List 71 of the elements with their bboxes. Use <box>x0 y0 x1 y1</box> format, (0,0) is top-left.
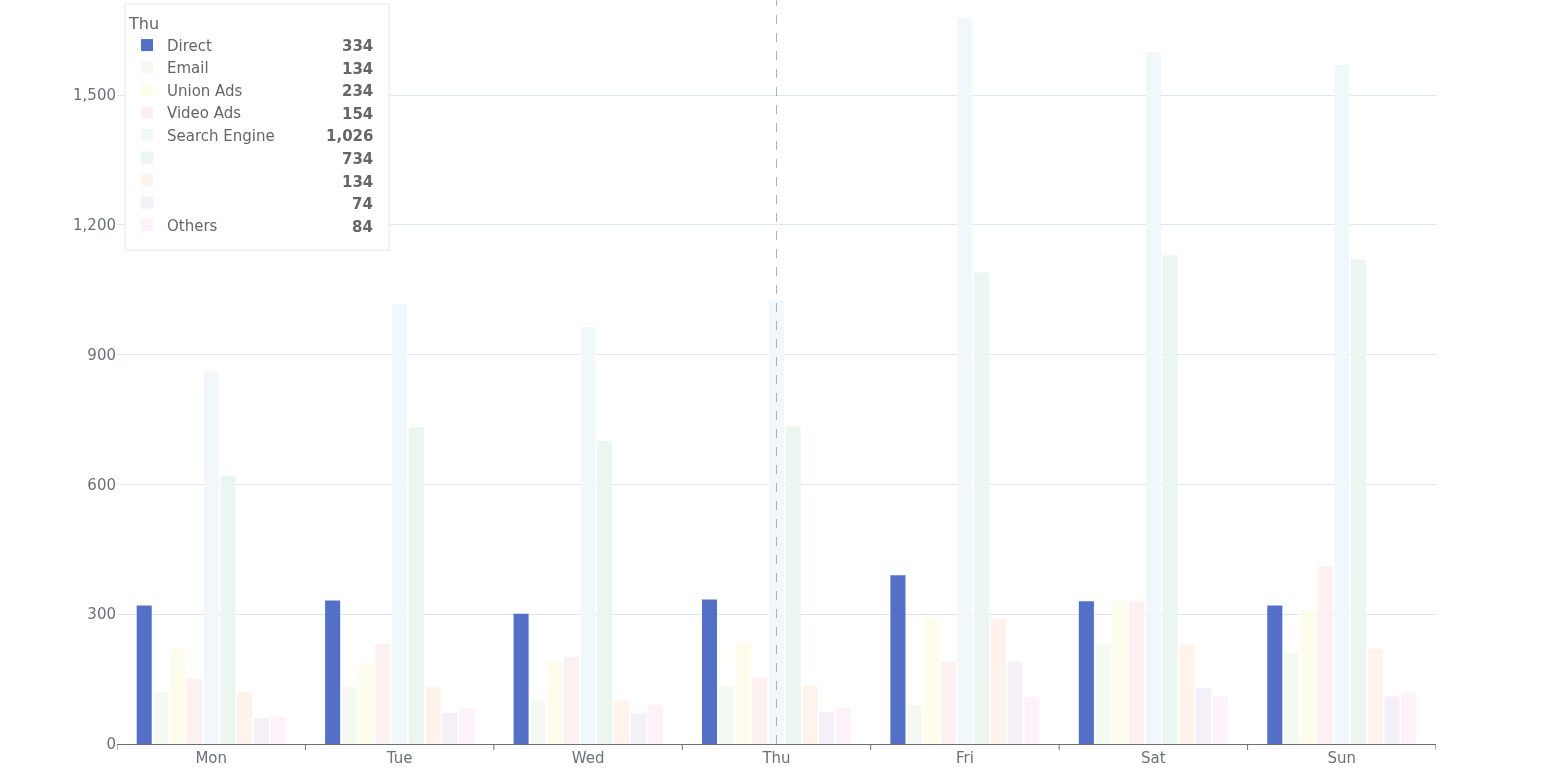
bar <box>1351 259 1367 744</box>
bar <box>547 661 563 744</box>
bar <box>802 686 818 744</box>
y-tick-label: 1,200 <box>73 216 116 235</box>
annotation: 134 <box>342 60 374 78</box>
legend-label: Email <box>167 59 209 78</box>
x-tick-label: Sun <box>1327 749 1357 767</box>
annotation: 134 <box>342 173 374 191</box>
y-tick-label: 900 <box>87 345 116 364</box>
bar <box>1179 644 1195 744</box>
bar <box>392 303 408 744</box>
legend-label: Direct <box>167 36 213 55</box>
annotation: 734 <box>342 150 374 168</box>
bar <box>459 708 475 744</box>
bar <box>785 426 801 744</box>
bar <box>1212 696 1228 744</box>
bar <box>425 686 441 744</box>
bar <box>136 605 152 744</box>
bar <box>630 713 646 744</box>
legend-label: Union Ads <box>167 81 243 100</box>
bar <box>923 618 939 744</box>
x-tick-label: Fri <box>955 749 974 767</box>
bar <box>325 600 341 744</box>
x-tick-label: Wed <box>571 749 605 767</box>
x-tick-label: Sat <box>1141 749 1166 767</box>
bar <box>614 700 630 744</box>
bar <box>237 692 253 744</box>
bar <box>1267 605 1283 744</box>
bar <box>701 599 718 744</box>
bar <box>1284 653 1300 744</box>
bar <box>530 700 546 744</box>
bar <box>1078 601 1094 744</box>
bar <box>186 679 202 744</box>
annotation: 1,026 <box>326 127 374 145</box>
x-tick-label: Thu <box>761 749 791 767</box>
bar <box>990 618 1006 744</box>
bar <box>819 711 835 744</box>
annotation: 74 <box>352 195 373 213</box>
x-tick-label: Mon <box>195 749 228 767</box>
bar <box>1300 609 1316 744</box>
bar <box>513 613 529 744</box>
bar <box>1129 601 1145 744</box>
y-tick-label: 600 <box>87 475 116 494</box>
annotation: 84 <box>352 218 373 236</box>
annotation: 234 <box>342 82 374 100</box>
legend-label: Search Engine <box>167 126 275 145</box>
y-tick-label: 1,500 <box>73 86 116 105</box>
bar <box>1162 255 1178 744</box>
bar <box>563 657 579 744</box>
bar <box>974 272 990 744</box>
bar <box>1196 687 1212 744</box>
bar <box>907 705 923 744</box>
bar <box>768 300 785 744</box>
bar <box>408 427 424 744</box>
bar <box>890 575 906 744</box>
y-tick-label: 300 <box>87 605 116 624</box>
x-tick-label: Tue <box>385 749 413 767</box>
legend-label: Others <box>167 216 218 235</box>
bar <box>341 686 357 744</box>
legend-title: Thu <box>128 13 160 33</box>
bar <box>1145 51 1161 744</box>
bar <box>442 712 458 744</box>
bar <box>270 717 286 744</box>
bar <box>647 704 663 744</box>
bar <box>835 707 852 744</box>
bar <box>253 718 269 744</box>
bar <box>1367 648 1383 744</box>
annotation: 154 <box>342 105 374 123</box>
y-tick-label: 0 <box>106 735 116 754</box>
annotation: 334 <box>342 37 374 55</box>
legend-label: Video Ads <box>167 104 242 123</box>
